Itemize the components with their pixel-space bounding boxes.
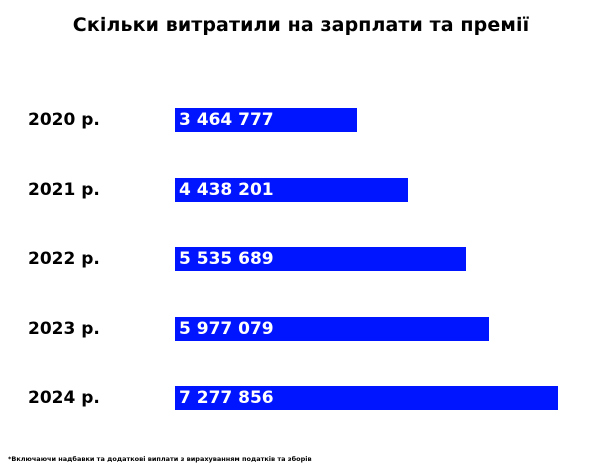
bar: [175, 247, 466, 271]
bar-row: 2022 р. 5 535 689: [0, 247, 602, 271]
bar-row: 2020 р. 3 464 777: [0, 108, 602, 132]
category-label: 2020 р.: [28, 110, 100, 130]
bar-value-label: 5 977 079: [179, 319, 274, 339]
bar-row: 2021 р. 4 438 201: [0, 178, 602, 202]
bar-row: 2024 р. 7 277 856: [0, 386, 602, 410]
bar: [175, 317, 489, 341]
bar-value-label: 5 535 689: [179, 249, 274, 269]
bar-row: 2023 р. 5 977 079: [0, 317, 602, 341]
bar-value-label: 3 464 777: [179, 110, 274, 130]
bar: [175, 178, 408, 202]
chart-footnote: *Включаючи надбавки та додаткові виплати…: [8, 455, 312, 463]
chart-title: Скільки витратили на зарплати та премії: [72, 14, 530, 36]
bar-value-label: 7 277 856: [179, 388, 274, 408]
category-label: 2024 р.: [28, 388, 100, 408]
bar: [175, 108, 357, 132]
bar-value-label: 4 438 201: [179, 180, 274, 200]
bar: [175, 386, 558, 410]
category-label: 2023 р.: [28, 319, 100, 339]
category-label: 2022 р.: [28, 249, 100, 269]
category-label: 2021 р.: [28, 180, 100, 200]
